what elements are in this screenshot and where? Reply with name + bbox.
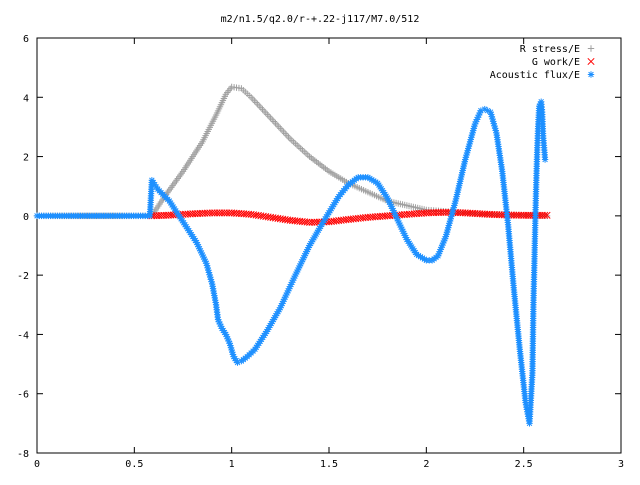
- data-point: [259, 106, 266, 113]
- legend: R stress/E G work/E Acoustic flux/E: [490, 44, 595, 81]
- data-point: [216, 320, 224, 328]
- data-point: [541, 211, 549, 219]
- legend-label: R stress/E: [520, 44, 580, 55]
- data-point: [278, 126, 286, 134]
- data-point: [541, 156, 549, 163]
- x-tick-label: 1: [229, 459, 235, 470]
- data-point: [257, 104, 265, 111]
- data-point: [285, 133, 292, 141]
- data-point: [252, 99, 260, 106]
- y-tick-label: -4: [17, 330, 29, 341]
- y-tick-label: 6: [23, 34, 29, 45]
- data-point: [214, 316, 222, 323]
- y-tick-label: 4: [23, 93, 29, 104]
- chart-title: m2/n1.5/q2.0/r-+.22-j117/M7.0/512: [221, 14, 420, 25]
- legend-label: G work/E: [532, 57, 580, 68]
- x-tick-label: 0: [34, 459, 40, 470]
- x-tick-label: 3: [618, 459, 624, 470]
- series-layer: [33, 83, 551, 427]
- data-point: [282, 130, 289, 137]
- x-tick-label: 0.5: [125, 459, 143, 470]
- series-3: [33, 98, 549, 427]
- x-tick-label: 2.5: [515, 459, 533, 470]
- y-tick-label: 2: [23, 153, 29, 164]
- data-point: [264, 111, 271, 118]
- legend-marker: [587, 71, 595, 78]
- data-point: [267, 114, 274, 122]
- data-point: [439, 241, 446, 249]
- data-point: [280, 128, 287, 136]
- data-point: [260, 107, 268, 115]
- x-tick-label: 2: [423, 459, 429, 470]
- legend-label: Acoustic flux/E: [490, 70, 580, 81]
- data-point: [273, 121, 281, 129]
- data-point: [265, 113, 273, 120]
- data-point: [270, 118, 278, 125]
- series-2: [148, 208, 551, 226]
- data-point: [272, 120, 279, 127]
- data-point: [251, 97, 258, 104]
- data-point: [249, 95, 256, 103]
- data-point: [543, 211, 551, 219]
- y-tick-label: -6: [17, 390, 29, 401]
- series-1: [33, 83, 551, 220]
- legend-marker: [587, 45, 595, 52]
- data-point: [476, 109, 484, 117]
- y-tick-label: 0: [23, 212, 29, 223]
- data-point: [277, 125, 284, 132]
- data-point: [262, 109, 269, 117]
- data-point: [254, 101, 261, 108]
- data-point: [256, 102, 263, 110]
- y-tick-label: -2: [17, 271, 29, 282]
- y-tick-label: -8: [17, 449, 29, 460]
- data-point: [269, 116, 276, 123]
- data-point: [275, 123, 282, 130]
- axis-ticks: 0 0.5 1 1.5 2 2.5 3 -8 -6 -4 -2 0 2 4 6: [17, 34, 624, 470]
- x-tick-label: 1.5: [320, 459, 338, 470]
- data-point: [283, 132, 291, 139]
- legend-marker: [587, 57, 595, 66]
